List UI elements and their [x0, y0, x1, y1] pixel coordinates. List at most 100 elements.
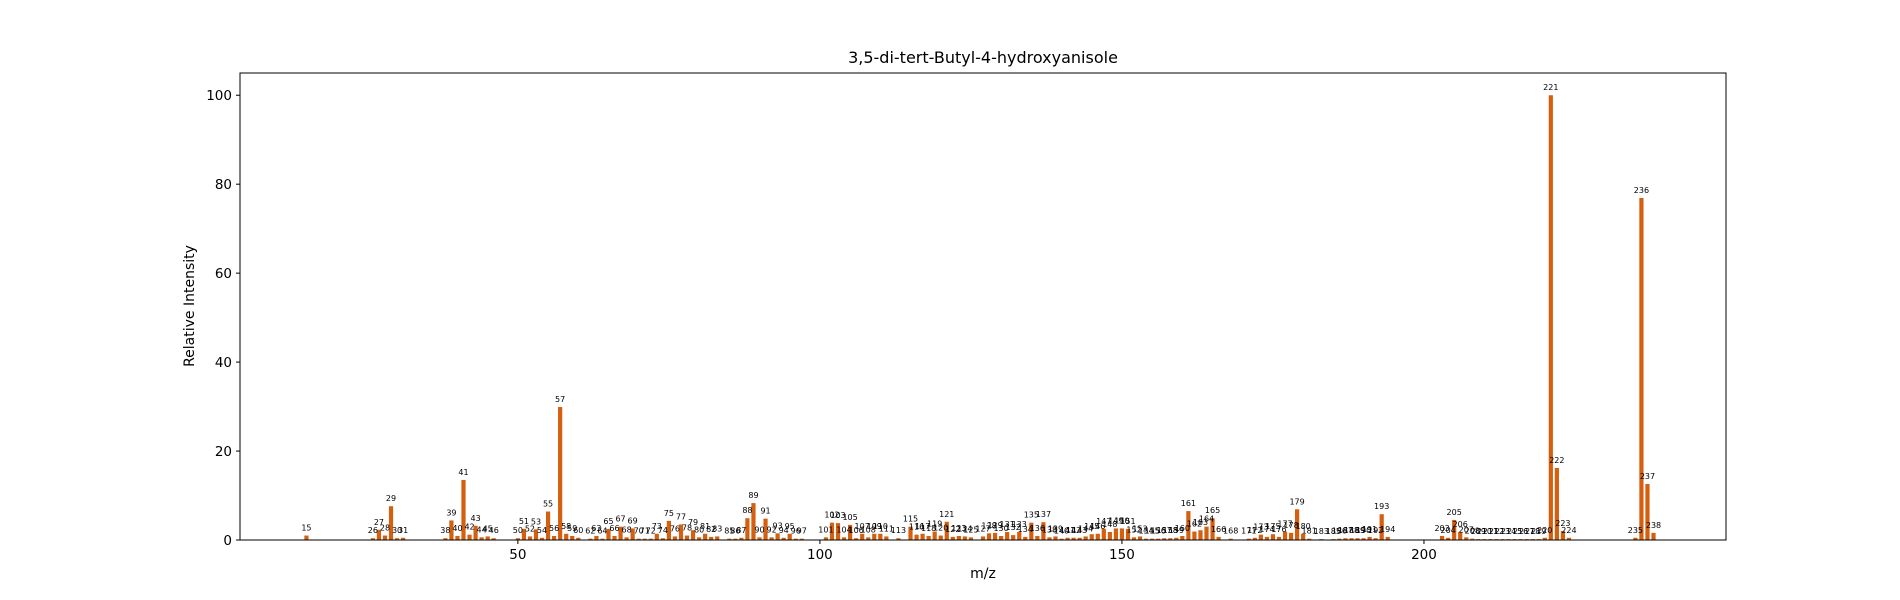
peak-label-44: 44 [477, 525, 487, 534]
peak-bar-153 [1137, 536, 1143, 540]
peak-label-62: 62 [585, 527, 595, 536]
peak-bar-168 [1228, 538, 1233, 540]
peak-bar-236 [1639, 197, 1644, 541]
peak-label-92: 92 [766, 525, 776, 534]
peak-bar-105 [848, 524, 853, 540]
peak-bar-103 [835, 523, 841, 540]
x-tick-label-100: 100 [807, 547, 833, 563]
peak-label-168: 168 [1223, 527, 1238, 536]
peak-bar-158 [1168, 538, 1173, 540]
peak-bar-172 [1252, 537, 1257, 540]
peak-label-176: 176 [1271, 525, 1286, 534]
peak-label-67: 67 [615, 515, 625, 524]
peak-label-193: 193 [1374, 502, 1389, 511]
peak-bar-60 [576, 537, 581, 540]
y-tick-label-60: 60 [215, 266, 232, 282]
peak-label-149: 149 [1108, 516, 1123, 525]
peak-label-74: 74 [658, 526, 668, 535]
peak-label-52: 52 [525, 524, 535, 533]
peak-label-191: 191 [1362, 525, 1377, 534]
peak-bar-86 [733, 538, 738, 540]
peak-bar-52 [527, 536, 533, 540]
peak-label-120: 120 [933, 524, 948, 533]
peak-label-101: 101 [818, 525, 833, 534]
peak-bar-124 [962, 536, 967, 540]
peak-bar-154 [1144, 538, 1149, 540]
peak-bar-27 [376, 529, 382, 540]
peak-bar-149 [1113, 528, 1118, 540]
peak-label-134: 134 [1018, 525, 1033, 534]
peak-label-192: 192 [1368, 526, 1383, 535]
peak-label-79: 79 [688, 518, 698, 527]
peak-bar-73 [654, 533, 659, 540]
peak-label-60: 60 [573, 526, 583, 535]
peak-bar-69 [630, 528, 635, 540]
peak-label-139: 139 [1048, 524, 1063, 533]
peak-label-54: 54 [537, 526, 547, 535]
peak-label-219: 219 [1531, 527, 1546, 536]
peak-bar-53 [533, 529, 539, 540]
peak-bar-157 [1162, 538, 1167, 540]
peak-bar-107 [860, 533, 865, 540]
peak-bar-161 [1186, 511, 1191, 540]
peak-bar-186 [1337, 538, 1342, 540]
peak-label-142: 142 [1066, 526, 1081, 535]
peak-label-81: 81 [700, 522, 710, 531]
peak-label-40: 40 [452, 524, 462, 533]
peak-bar-104 [841, 537, 847, 540]
peak-bar-151 [1125, 528, 1131, 540]
peak-bar-221 [1548, 95, 1553, 541]
peak-label-210: 210 [1477, 527, 1492, 536]
peak-bar-97 [799, 538, 804, 540]
peak-label-151: 151 [1120, 517, 1135, 526]
peak-bar-164 [1204, 526, 1209, 540]
y-tick-label-20: 20 [215, 444, 232, 460]
peak-label-165: 165 [1205, 506, 1220, 515]
peak-label-59: 59 [567, 524, 577, 533]
peak-label-58: 58 [561, 522, 571, 531]
peak-label-104: 104 [836, 525, 851, 534]
peak-bar-175 [1270, 534, 1276, 540]
peak-label-185: 185 [1326, 527, 1341, 536]
peak-label-166: 166 [1211, 525, 1226, 534]
peak-label-130: 130 [993, 524, 1008, 533]
peak-label-137: 137 [1036, 510, 1051, 519]
peak-label-89: 89 [748, 491, 758, 500]
peak-bar-123 [956, 536, 961, 540]
peak-label-213: 213 [1495, 527, 1510, 536]
peak-label-15: 15 [301, 524, 311, 533]
peak-bar-72 [648, 538, 653, 540]
peak-label-94: 94 [779, 526, 789, 535]
peak-label-211: 211 [1483, 527, 1498, 536]
peak-label-136: 136 [1030, 524, 1045, 533]
peak-bar-67 [618, 526, 623, 540]
peak-bar-152 [1131, 537, 1137, 540]
peak-bar-55 [545, 511, 551, 540]
peak-bar-82 [709, 536, 714, 540]
peak-bar-220 [1542, 537, 1547, 540]
peak-label-125: 125 [963, 525, 978, 534]
peak-label-164: 164 [1199, 515, 1214, 524]
peak-label-113: 113 [891, 526, 906, 535]
peak-bar-117 [920, 533, 925, 540]
peak-bar-28 [382, 535, 388, 540]
x-axis: 50 100 150 200 [509, 540, 1437, 563]
peak-label-160: 160 [1175, 524, 1190, 533]
peak-label-172: 172 [1247, 526, 1262, 535]
peak-label-29: 29 [386, 494, 396, 503]
peak-bar-187 [1343, 538, 1348, 540]
peak-bar-101 [823, 537, 829, 540]
peak-bar-90 [757, 537, 762, 540]
peak-label-96: 96 [791, 527, 801, 536]
peak-bar-122 [950, 536, 955, 540]
peak-label-218: 218 [1525, 527, 1540, 536]
peak-bar-85 [727, 538, 732, 540]
peak-bar-46 [491, 538, 496, 540]
peak-label-68: 68 [622, 525, 632, 534]
peak-label-128: 128 [981, 521, 996, 530]
peak-bar-174 [1264, 536, 1270, 540]
peak-label-117: 117 [915, 522, 930, 531]
peak-label-216: 216 [1513, 527, 1528, 536]
peak-label-161: 161 [1181, 499, 1196, 508]
